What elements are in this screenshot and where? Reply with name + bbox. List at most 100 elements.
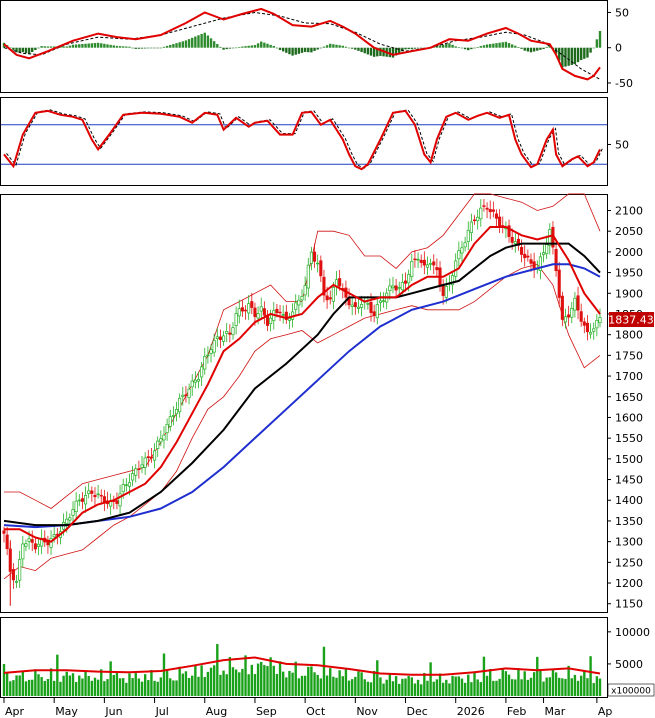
macd-histogram-bar	[100, 43, 103, 48]
volume-bar	[338, 670, 341, 696]
macd-histogram-bar	[567, 47, 570, 66]
candle-body	[451, 275, 455, 286]
macd-histogram-bar	[222, 47, 225, 50]
candle-body	[457, 250, 461, 260]
volume-bar	[313, 672, 316, 696]
candle-body	[30, 539, 34, 543]
macd-line	[3, 7, 601, 81]
macd-histogram-bar	[46, 46, 50, 48]
volume-bar	[416, 679, 420, 696]
macd-histogram-bar	[103, 43, 106, 48]
volume-bar	[96, 679, 100, 696]
x-month-label: Oct	[306, 705, 326, 718]
volume-bar	[118, 678, 122, 696]
volume-bar	[269, 657, 272, 696]
macd-histogram-bar	[369, 47, 373, 56]
volume-bar	[454, 676, 457, 696]
macd-histogram-bar	[586, 47, 589, 58]
volume-bar	[288, 670, 291, 696]
volume-bar	[285, 677, 288, 696]
volume-bar	[62, 675, 65, 696]
macd-tick-label: -50	[615, 77, 633, 90]
volume-bar	[451, 675, 454, 696]
macd-tick-label: 50	[615, 6, 629, 19]
volume-bar	[181, 673, 184, 696]
volume-bar	[307, 666, 310, 696]
candle-body	[131, 473, 135, 481]
candle-body	[463, 242, 467, 248]
volume-bar	[542, 681, 545, 696]
price-tick-label: 2050	[615, 225, 643, 238]
volume-bar	[420, 684, 423, 696]
macd-histogram-bar	[438, 45, 442, 48]
candle-body	[520, 247, 524, 255]
candle-body	[115, 500, 119, 504]
macd-histogram-bar	[570, 47, 573, 65]
macd-histogram-bar	[520, 47, 523, 49]
macd-histogram-bar	[416, 47, 420, 49]
candle-body	[331, 286, 335, 302]
macd-histogram-bar	[539, 47, 542, 50]
moving-average-long	[3, 263, 601, 529]
macd-histogram-bar	[150, 47, 153, 49]
volume-bar	[225, 674, 228, 696]
axis-labels: Apr May Jun Jul Aug Sep Oct Nov Dec 2026 Feb Mar Ap	[3, 698, 612, 718]
candle-body	[2, 530, 6, 534]
volume-bar	[238, 672, 241, 696]
volume-bar	[435, 679, 439, 696]
macd-histogram-bar	[266, 43, 269, 48]
candle-body	[303, 285, 307, 296]
macd-histogram-bar	[250, 45, 254, 48]
volume-bar	[294, 661, 297, 696]
macd-histogram-bar	[9, 47, 12, 49]
volume-bar	[583, 670, 586, 696]
macd-histogram-bar	[106, 44, 109, 48]
candle-body	[228, 332, 232, 335]
volume-bar	[347, 680, 351, 696]
candle-body	[96, 493, 100, 496]
volume-bar	[253, 674, 257, 696]
candle-body	[388, 285, 392, 291]
macd-histogram-bar	[335, 44, 338, 48]
macd-histogram-bar	[473, 47, 476, 49]
candle-body	[284, 311, 288, 320]
volume-bar	[360, 672, 363, 696]
candle-body	[328, 297, 332, 300]
macd-histogram-bar	[209, 38, 213, 48]
volume-bar	[514, 679, 517, 696]
macd-histogram-bar	[303, 47, 307, 52]
candle-body	[469, 221, 473, 234]
candle-body	[87, 490, 91, 494]
macd-histogram-bar	[147, 47, 150, 49]
volume-bar	[529, 677, 533, 696]
candle-body	[485, 207, 489, 210]
candle-body	[372, 311, 376, 316]
candle-body	[472, 219, 477, 221]
price-tick-label: 1150	[615, 598, 643, 611]
candle-body	[253, 307, 257, 317]
volume-bar	[115, 672, 119, 696]
candle-body	[338, 278, 342, 287]
volume-unit-label: x100000	[611, 687, 651, 697]
macd-histogram-bar	[37, 47, 40, 49]
macd-histogram-bar	[62, 46, 65, 48]
macd-histogram-bar	[71, 44, 75, 48]
macd-histogram-bar	[366, 47, 370, 55]
volume-bar	[479, 682, 482, 696]
candle-body	[360, 303, 364, 308]
macd-histogram-bar	[589, 47, 592, 53]
candle-body	[33, 543, 37, 550]
macd-histogram-bar	[272, 45, 275, 48]
candle-body	[256, 313, 260, 319]
candle-body	[375, 304, 379, 319]
macd-histogram-bar	[269, 44, 272, 48]
candle-body	[21, 543, 25, 560]
candle-body	[143, 457, 147, 468]
candle-body	[494, 213, 499, 219]
volume-bar	[147, 680, 150, 696]
candle-body	[419, 259, 423, 263]
volume-bar	[322, 646, 326, 696]
volume-bar	[382, 683, 385, 696]
volume-moving-average	[3, 656, 601, 676]
volume-bar	[489, 668, 492, 696]
